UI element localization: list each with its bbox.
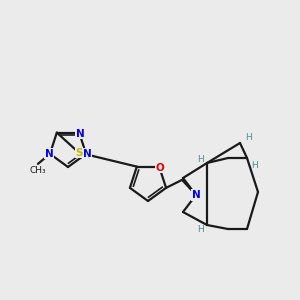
Text: N: N <box>45 149 53 159</box>
Text: N: N <box>192 190 200 200</box>
Text: H: H <box>196 155 203 164</box>
Text: S: S <box>75 148 82 158</box>
Text: N: N <box>83 149 92 159</box>
Text: H: H <box>196 226 203 235</box>
Text: H: H <box>252 161 258 170</box>
Text: N: N <box>76 129 85 139</box>
Text: H: H <box>244 134 251 142</box>
Text: O: O <box>156 163 164 172</box>
Text: CH₃: CH₃ <box>30 166 46 175</box>
